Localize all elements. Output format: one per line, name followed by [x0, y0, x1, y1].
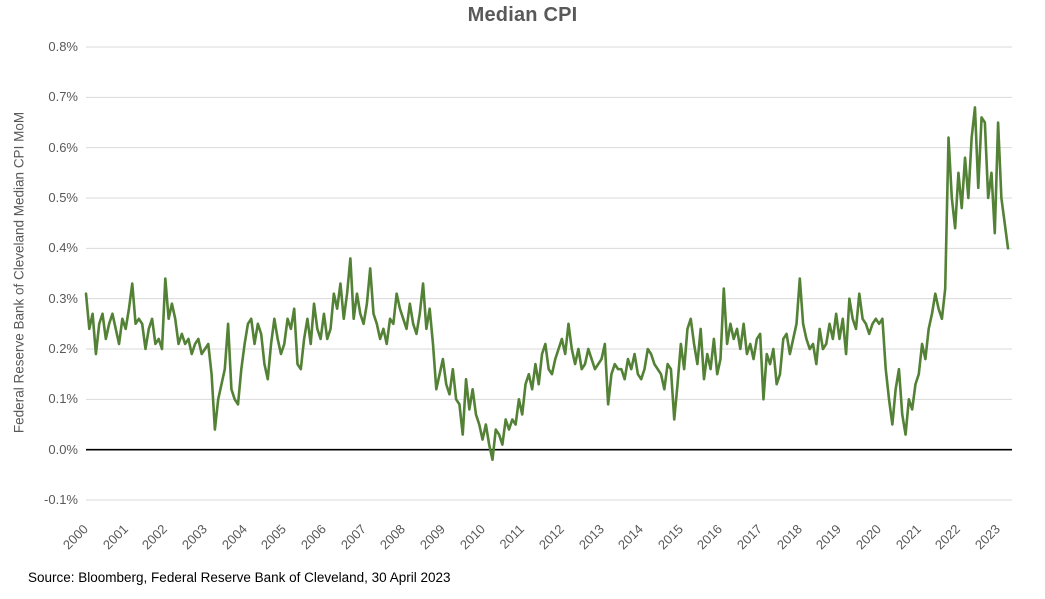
y-tick-label: 0.8%	[48, 39, 78, 54]
y-tick-label: 0.0%	[48, 441, 78, 457]
y-axis-title: Federal Reserve Bank of Cleveland Median…	[11, 111, 27, 434]
y-tick-label: 0.7%	[48, 89, 78, 105]
y-tick-label: 0.6%	[48, 139, 78, 155]
source-attribution: Source: Bloomberg, Federal Reserve Bank …	[28, 570, 451, 585]
y-tick-label: 0.3%	[48, 290, 78, 306]
chart-title: Median CPI	[467, 4, 578, 26]
y-tick-label: -0.1%	[44, 492, 78, 507]
y-tick-label: 0.4%	[48, 240, 78, 256]
y-tick-label: 0.1%	[48, 391, 78, 407]
y-tick-label: 0.5%	[48, 190, 78, 205]
median-cpi-data-line	[84, 106, 1010, 462]
y-tick-label: 0.2%	[48, 341, 78, 356]
